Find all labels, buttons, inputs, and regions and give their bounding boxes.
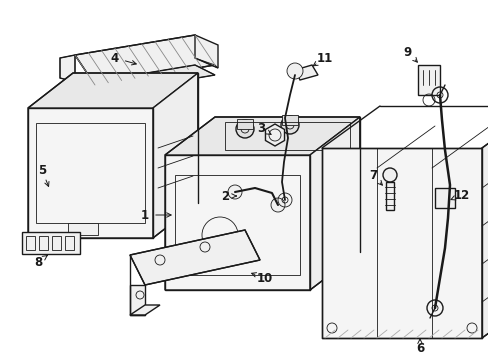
Text: 8: 8: [34, 256, 42, 269]
Polygon shape: [481, 106, 488, 338]
Text: 3: 3: [256, 122, 264, 135]
Bar: [39, 236, 48, 250]
Bar: [65, 236, 74, 250]
Circle shape: [236, 120, 253, 138]
Text: 12: 12: [453, 189, 469, 202]
Text: 2: 2: [221, 189, 228, 202]
Text: 6: 6: [415, 342, 423, 355]
Bar: [68, 223, 98, 235]
Text: 7: 7: [368, 168, 376, 181]
Bar: [52, 236, 61, 250]
Polygon shape: [195, 35, 218, 68]
Polygon shape: [60, 55, 75, 82]
Polygon shape: [28, 73, 198, 108]
Polygon shape: [75, 35, 215, 85]
Polygon shape: [321, 148, 481, 338]
Polygon shape: [130, 305, 160, 315]
Polygon shape: [130, 230, 260, 285]
Circle shape: [382, 168, 396, 182]
Text: 11: 11: [316, 51, 332, 64]
Circle shape: [286, 63, 303, 79]
Text: 10: 10: [256, 271, 273, 284]
Circle shape: [270, 198, 285, 212]
Bar: [26, 236, 35, 250]
Bar: [22, 232, 80, 254]
Circle shape: [227, 185, 242, 199]
Polygon shape: [294, 65, 317, 80]
Polygon shape: [164, 155, 309, 290]
Text: 1: 1: [141, 208, 149, 221]
Bar: [434, 188, 454, 208]
Polygon shape: [282, 115, 297, 125]
Circle shape: [281, 116, 298, 134]
Text: 5: 5: [38, 163, 46, 176]
Polygon shape: [417, 65, 439, 95]
Text: 9: 9: [403, 45, 411, 59]
Polygon shape: [153, 73, 198, 238]
Text: 4: 4: [111, 51, 119, 64]
Polygon shape: [75, 65, 215, 95]
Polygon shape: [130, 285, 145, 315]
Polygon shape: [164, 117, 359, 155]
Polygon shape: [237, 119, 252, 129]
Polygon shape: [28, 108, 153, 238]
Polygon shape: [265, 124, 284, 146]
Polygon shape: [385, 182, 393, 210]
Polygon shape: [309, 117, 359, 290]
